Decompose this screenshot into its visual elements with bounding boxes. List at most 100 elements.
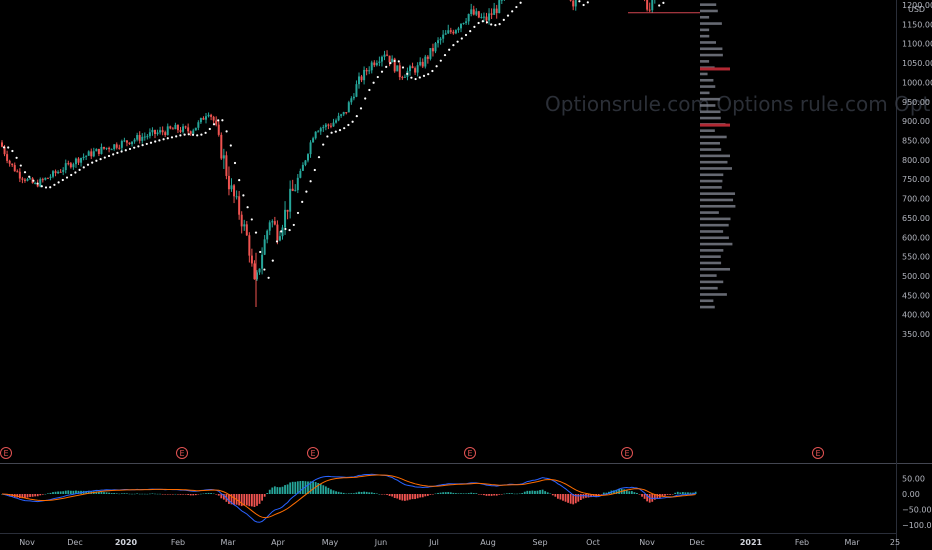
macd-histogram-bar	[289, 482, 292, 494]
price-tick-label: 500.00	[902, 272, 930, 281]
candle-body	[646, 0, 649, 10]
ma-dot	[112, 153, 115, 156]
macd-histogram-bar	[29, 494, 31, 497]
macd-histogram-bar	[299, 481, 302, 494]
macd-histogram-bar	[154, 493, 156, 495]
macd-histogram-bar	[194, 494, 197, 496]
ma-dot	[116, 151, 119, 154]
ma-dot	[578, 0, 581, 3]
macd-histogram-bar	[358, 491, 360, 494]
macd-histogram-bar	[253, 494, 256, 507]
macd-histogram-bar	[245, 494, 248, 506]
candle-body	[447, 30, 450, 34]
earnings-marker	[464, 447, 476, 459]
volume-profile-bar	[700, 53, 723, 57]
macd-histogram-bar	[674, 492, 677, 494]
macd-histogram-bar	[615, 489, 618, 494]
macd-histogram-bar	[495, 494, 498, 496]
ma-dot	[330, 131, 333, 134]
candle-body	[477, 11, 480, 18]
ma-dot	[250, 218, 253, 221]
macd-histogram-bar	[457, 493, 460, 494]
macd-histogram-bar	[388, 494, 391, 496]
macd-histogram-bar	[171, 494, 174, 495]
candle-body	[164, 132, 167, 135]
candle-body	[44, 177, 47, 180]
candle-body	[131, 141, 134, 145]
candle-body	[26, 178, 29, 181]
candle-body	[77, 158, 80, 163]
candle-body	[317, 131, 320, 133]
time-tick-label: Dec	[67, 538, 82, 547]
ma-dot	[301, 200, 304, 203]
macd-histogram-bar	[187, 494, 190, 495]
candle-body	[493, 8, 496, 15]
macd-histogram-bar	[133, 493, 136, 495]
candle-body	[11, 163, 14, 166]
macd-histogram-bar	[579, 494, 582, 501]
macd-histogram-bar	[569, 494, 572, 504]
time-tick-label: Jun	[374, 538, 388, 547]
ma-dot	[292, 223, 295, 227]
time-tick-label: Apr	[271, 538, 286, 547]
macd-histogram-bar	[24, 494, 26, 499]
candle-body	[429, 48, 432, 59]
ma-dot	[15, 156, 18, 159]
candle-body	[424, 56, 427, 67]
macd-histogram-bar	[531, 490, 534, 494]
ma-dot	[406, 72, 409, 75]
macd-histogram-bar	[268, 489, 271, 494]
candle-body	[141, 136, 144, 141]
macd-histogram-bar	[378, 493, 381, 495]
macd-histogram-bar	[462, 493, 465, 494]
candle-body	[62, 170, 65, 172]
macd-histogram-bar	[577, 494, 580, 502]
candle-body	[452, 31, 455, 34]
volume-profile-bar	[700, 198, 734, 202]
macd-histogram-bar	[503, 493, 506, 495]
ma-dot	[355, 115, 358, 118]
macd-histogram-bar	[207, 492, 210, 494]
macd-histogram-bar	[36, 494, 39, 497]
macd-histogram-bar	[669, 494, 671, 495]
candle-body	[120, 141, 123, 148]
macd-histogram-bar	[146, 493, 149, 495]
ma-dot	[280, 230, 283, 233]
macd-histogram-bar	[368, 492, 371, 494]
macd-histogram-bar	[18, 494, 21, 498]
macd-histogram-bar	[230, 494, 233, 505]
ma-dot	[418, 76, 421, 79]
macd-histogram-bar	[156, 493, 159, 495]
ma-dot	[2, 146, 6, 149]
macd-histogram-bar	[126, 493, 128, 494]
macd-histogram-bar	[161, 494, 164, 495]
candle-body	[488, 13, 491, 21]
candle-body	[281, 227, 284, 237]
macd-histogram-bar	[381, 494, 383, 495]
candle-body	[179, 130, 182, 132]
ma-dot	[658, 4, 661, 7]
macd-histogram-bar	[330, 489, 332, 494]
candle-body	[360, 76, 363, 81]
macd-histogram-bar	[210, 493, 212, 494]
volume-profile	[700, 3, 736, 309]
macd-histogram-bar	[100, 491, 103, 494]
macd-histogram-bar	[110, 493, 113, 494]
macd-histogram-bar	[600, 494, 603, 495]
candle-body	[161, 130, 164, 133]
macd-histogram-bar	[182, 494, 184, 495]
candle-body	[108, 147, 111, 150]
macd-histogram-bar	[202, 493, 205, 495]
ma-dot	[334, 130, 337, 133]
candle-body	[41, 179, 44, 181]
candle-body	[414, 68, 417, 73]
candle-body	[462, 23, 465, 25]
macd-line	[1, 473, 696, 523]
candle-body	[248, 235, 251, 256]
ma-dot	[586, 1, 589, 4]
candle-body	[233, 185, 236, 197]
candle-body	[156, 132, 159, 135]
candle-body	[148, 132, 151, 137]
macd-histogram-bar	[251, 494, 253, 507]
